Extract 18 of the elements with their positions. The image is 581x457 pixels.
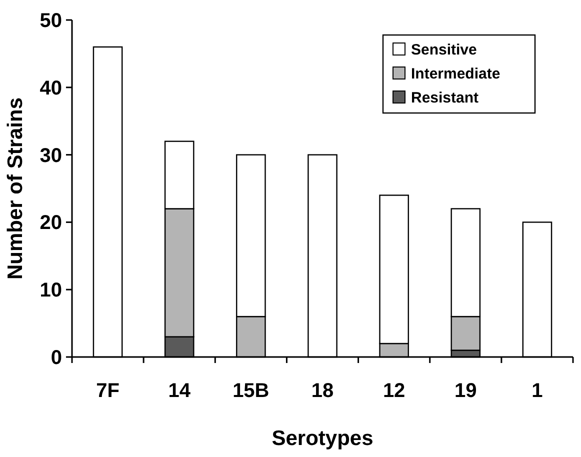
x-tick-label: 1 xyxy=(532,380,543,402)
y-axis-title: Number of Strains xyxy=(4,97,27,280)
y-tick-label: 0 xyxy=(50,347,62,369)
x-tick-label: 7F xyxy=(96,380,120,402)
y-tick-label: 50 xyxy=(40,10,62,32)
x-tick-label: 14 xyxy=(168,380,192,402)
x-tick-label: 12 xyxy=(382,380,406,402)
x-tick-label: 18 xyxy=(311,380,334,402)
legend-label: Intermediate xyxy=(411,65,500,82)
x-axis-title: Serotypes xyxy=(272,427,374,450)
legend-label: Sensitive xyxy=(411,41,477,58)
y-tick-label: 20 xyxy=(40,212,62,234)
y-tick-label: 30 xyxy=(40,144,62,167)
x-tick-label: 19 xyxy=(454,380,477,402)
legend-label: Resistant xyxy=(411,89,479,106)
x-tick-label: 15B xyxy=(232,380,270,402)
y-tick-label: 40 xyxy=(40,77,62,100)
y-tick-label: 10 xyxy=(40,280,62,302)
